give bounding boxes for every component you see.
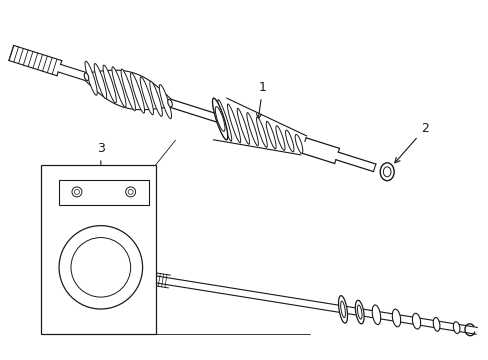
Ellipse shape [125, 187, 135, 197]
Ellipse shape [103, 65, 116, 103]
Ellipse shape [380, 163, 393, 181]
Ellipse shape [285, 130, 293, 152]
Ellipse shape [227, 104, 240, 143]
Ellipse shape [215, 107, 224, 131]
Ellipse shape [295, 134, 302, 153]
Ellipse shape [71, 238, 130, 297]
Ellipse shape [246, 113, 258, 146]
Ellipse shape [275, 126, 285, 150]
Ellipse shape [212, 98, 227, 140]
Ellipse shape [74, 189, 79, 194]
Ellipse shape [265, 121, 276, 149]
Ellipse shape [112, 67, 126, 107]
Ellipse shape [432, 318, 439, 331]
Ellipse shape [338, 296, 347, 323]
Text: 3: 3 [97, 142, 104, 188]
Ellipse shape [140, 77, 153, 115]
Ellipse shape [340, 301, 345, 318]
Bar [59, 180, 148, 205]
Ellipse shape [128, 189, 133, 194]
Ellipse shape [130, 73, 144, 113]
Ellipse shape [167, 99, 172, 107]
Ellipse shape [357, 305, 361, 319]
Ellipse shape [383, 167, 390, 177]
Ellipse shape [94, 63, 106, 99]
Ellipse shape [59, 226, 142, 309]
Bar [41, 165, 155, 334]
Ellipse shape [217, 100, 231, 141]
Ellipse shape [84, 73, 88, 81]
Ellipse shape [452, 322, 459, 333]
Ellipse shape [149, 81, 162, 116]
Text: 2: 2 [394, 122, 428, 163]
Ellipse shape [355, 300, 364, 324]
Ellipse shape [121, 69, 135, 111]
Ellipse shape [72, 187, 82, 197]
Ellipse shape [85, 61, 97, 95]
Ellipse shape [391, 309, 400, 327]
Ellipse shape [159, 85, 171, 119]
Ellipse shape [237, 108, 249, 144]
Text: 1: 1 [256, 81, 266, 119]
Ellipse shape [371, 305, 380, 325]
Ellipse shape [256, 117, 267, 147]
Ellipse shape [411, 313, 420, 329]
